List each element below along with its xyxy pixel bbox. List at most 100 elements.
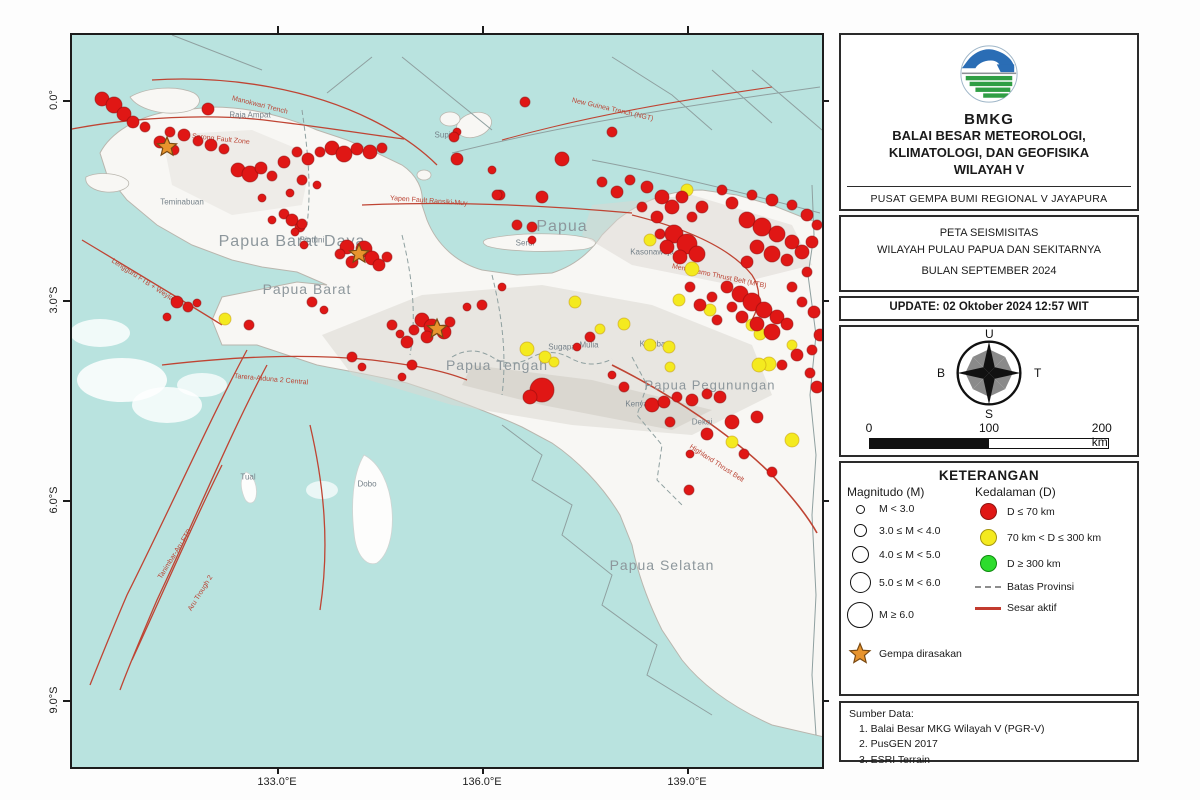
province-line-icon	[975, 586, 1001, 588]
cloud	[132, 387, 202, 423]
axis-tick	[277, 26, 279, 33]
magnitude-circle-icon	[847, 546, 873, 563]
line-sample	[975, 606, 1001, 610]
region-label: Papua	[536, 218, 588, 235]
active-faults	[72, 78, 818, 691]
line-sample	[975, 586, 1001, 588]
compass-scale-box: U T S B 0 100 200 km	[839, 325, 1139, 457]
legend-magnitude-rows: M < 3.0 3.0 ≤ M < 4.0 4.0 ≤ M < 5.0 5.0 ≤ M…	[847, 503, 975, 628]
lat-axis-label: 9.0°S	[48, 686, 60, 714]
source-item: 3. ESRI Terrain	[859, 753, 931, 766]
town-label: Teminabuan	[160, 197, 204, 207]
aru-islands	[352, 454, 393, 565]
legend-title: KETERANGAN	[938, 468, 1040, 483]
lon-axis-label: 136.0°E	[462, 776, 502, 788]
magnitude-label: M ≥ 6.0	[879, 609, 914, 621]
scale-label-0: 0	[865, 421, 873, 435]
bmkg-logo	[960, 45, 1018, 103]
depth-label: Batas Provinsi	[1007, 581, 1075, 593]
scale-bar-filled	[870, 439, 989, 448]
cloud	[77, 358, 167, 402]
depth-label: D ≤ 70 km	[1007, 505, 1055, 518]
fault-label: New Guinea Trench (NGT)	[571, 97, 654, 123]
province-boundaries	[171, 35, 822, 736]
town-label: Kenyam	[625, 399, 655, 409]
magnitude-circle-icon	[847, 524, 873, 537]
magnitude-label: M < 3.0	[879, 503, 915, 515]
magnitude-circle	[849, 572, 871, 593]
magnitude-circle-icon	[847, 572, 873, 593]
fault-label: Tarera-Aiduna 2 Central	[233, 373, 309, 387]
axis-tick	[63, 300, 70, 302]
supiori-island	[439, 111, 461, 127]
numfor-island	[416, 169, 432, 181]
fault-label: Sorong Fault Zone	[191, 133, 251, 147]
depth-circle-icon	[975, 529, 1001, 546]
region-label: Papua Barat Daya	[218, 233, 366, 250]
town-label: Dobo	[357, 479, 377, 489]
compass-north-label: U	[985, 327, 994, 341]
region-label: Papua Selatan	[609, 557, 715, 573]
axis-tick	[822, 700, 829, 702]
kai-islands	[240, 471, 257, 504]
legend-felt-label: Gempa dirasakan	[879, 648, 962, 660]
map-labels-layer: Papua Barat Daya Papua Barat Papua Papua Te…	[72, 35, 822, 767]
town-label: Sugapa	[548, 342, 576, 352]
depth-circle	[979, 529, 997, 546]
magnitude-circle	[847, 602, 873, 628]
compass-south-label: S	[985, 407, 994, 421]
scale-label-100: 100	[978, 421, 1000, 435]
town-label: Serui	[515, 238, 535, 248]
depth-circle-icon	[975, 555, 1001, 572]
update-box: UPDATE: 02 Oktober 2024 12:57 WIT	[839, 296, 1139, 321]
legend-magnitude-item: M ≥ 6.0	[847, 602, 975, 628]
legend-magnitude-item: 3.0 ≤ M < 4.0	[847, 524, 975, 537]
legend-depth-item: D ≥ 300 km	[975, 555, 1131, 572]
legend-depth-header: Kedalaman (D)	[975, 485, 1056, 499]
source-title: Sumber Data:	[849, 708, 914, 720]
legend-magnitude-column: Magnitudo (M) M < 3.0 3.0 ≤ M < 4.0 4.0 ≤ …	[847, 485, 975, 675]
axis-tick	[63, 700, 70, 702]
magnitude-label: 4.0 ≤ M < 5.0	[879, 548, 941, 561]
magnitude-label: 5.0 ≤ M < 6.0	[879, 576, 941, 589]
fault-label: Aru Trough 2	[187, 574, 215, 613]
axis-tick	[687, 26, 689, 33]
legend-magnitude-item: M < 3.0	[847, 503, 975, 515]
fault-label: Highland Thrust Belt	[688, 443, 745, 484]
axis-tick	[822, 300, 829, 302]
town-label: Raja Ampat	[229, 110, 271, 120]
felt-star-icon	[847, 642, 873, 666]
magnitude-circle	[851, 546, 869, 563]
legend-magnitude-item: 5.0 ≤ M < 6.0	[847, 572, 975, 593]
depth-label: 70 km < D ≤ 300 km	[1007, 531, 1102, 544]
compass-rose-wrap: U T S B	[841, 327, 1137, 421]
map-title-line3: BULAN SEPTEMBER 2024	[921, 265, 1057, 277]
axis-tick	[822, 500, 829, 502]
depth-circle	[979, 555, 997, 572]
magnitude-label: 3.0 ≤ M < 4.0	[879, 524, 941, 537]
depth-circle-icon	[975, 503, 1001, 520]
waigeo-island	[129, 87, 200, 114]
agency-title-line1: BALAI BESAR METEOROLOGI,	[892, 128, 1086, 143]
legend-felt-row: Gempa dirasakan	[847, 642, 975, 666]
town-label: Supiori	[434, 130, 460, 140]
axis-tick	[822, 100, 829, 102]
axis-tick	[63, 100, 70, 102]
magnitude-circle-icon	[847, 504, 873, 514]
compass-rose-icon	[956, 340, 1022, 406]
magnitude-circle	[853, 524, 867, 537]
agency-title-line3: WILAYAH V	[953, 161, 1025, 177]
town-label: Bintuni	[299, 235, 325, 245]
agency-title-line2: KLIMATOLOGI, DAN GEOFISIKA	[888, 144, 1090, 160]
axis-tick	[687, 767, 689, 774]
depth-label: Sesar aktif	[1007, 602, 1057, 614]
town-label: Mulia	[579, 340, 599, 350]
magnitude-circle	[855, 504, 865, 514]
legend-magnitude-header: Magnitudo (M)	[847, 485, 925, 499]
legend-columns: Magnitudo (M) M < 3.0 3.0 ≤ M < 4.0 4.0 ≤ …	[841, 485, 1137, 675]
town-label: Dekai	[691, 417, 713, 427]
map-title-box: PETA SEISMISITAS WILAYAH PULAU PAPUA DAN…	[839, 215, 1139, 292]
map-panel[interactable]: Papua Barat Daya Papua Barat Papua Papua Te…	[70, 33, 824, 769]
header-divider	[847, 185, 1131, 187]
scale-bar: 0 100 200 km	[865, 421, 1112, 451]
